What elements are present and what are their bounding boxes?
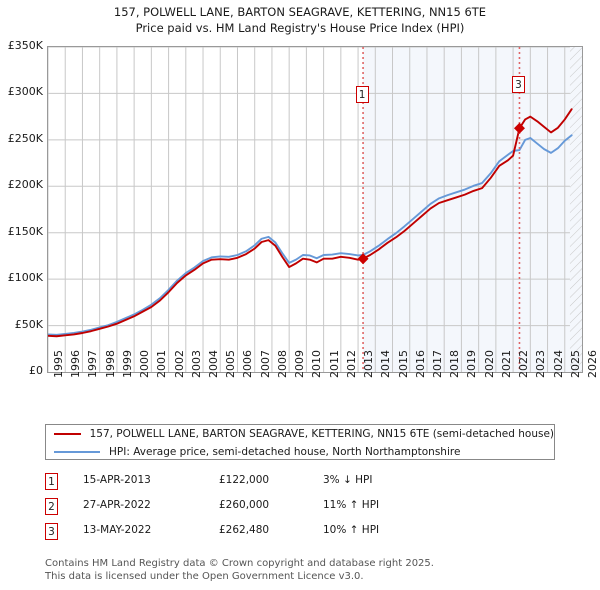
y-tick-label-5: £250K <box>7 131 43 145</box>
x-tick-label-6: 2001 <box>155 350 169 378</box>
sale-date: 15-APR-2013 <box>83 474 151 486</box>
chart-legend: 157, POLWELL LANE, BARTON SEAGRAVE, KETT… <box>45 424 555 460</box>
y-tick-label-3: £150K <box>7 224 43 238</box>
x-tick-label-19: 2014 <box>379 350 393 378</box>
y-tick-label-0: £0 <box>29 364 43 377</box>
x-tick-label-15: 2010 <box>310 350 324 378</box>
footer-line-1: Contains HM Land Registry data © Crown c… <box>45 558 434 569</box>
x-tick-label-16: 2011 <box>327 350 341 378</box>
legend-swatch-0-icon <box>54 433 81 435</box>
sale-date: 13-MAY-2022 <box>83 524 152 536</box>
x-tick-label-20: 2015 <box>396 350 410 378</box>
sale-price: £262,480 <box>219 524 270 536</box>
attribution-footer: Contains HM Land Registry data © Crown c… <box>45 558 585 583</box>
plot-canvas <box>47 46 583 373</box>
x-tick-label-8: 2003 <box>189 350 203 378</box>
x-tick-label-22: 2017 <box>430 350 444 378</box>
x-tick-label-18: 2013 <box>362 350 376 378</box>
sale-hpi-delta: 10% ↑ HPI <box>323 524 380 536</box>
sale-price: £260,000 <box>219 499 270 511</box>
sale-index-badge: 2 <box>45 498 58 515</box>
sale-index-badge: 1 <box>45 473 58 490</box>
x-tick-label-2: 1997 <box>86 350 100 378</box>
x-tick-label-27: 2022 <box>517 350 531 378</box>
footer-line-2: This data is licensed under the Open Gov… <box>45 570 364 582</box>
y-tick-label-7: £350K <box>7 39 43 52</box>
event-marker-badge-1[interactable]: 1 <box>355 86 369 103</box>
chart-title: 157, POLWELL LANE, BARTON SEAGRAVE, KETT… <box>0 4 600 36</box>
chart-title-line-2: Price paid vs. HM Land Registry's House … <box>135 21 465 35</box>
legend-item-0: 157, POLWELL LANE, BARTON SEAGRAVE, KETT… <box>46 425 554 443</box>
legend-item-1: HPI: Average price, semi-detached house,… <box>46 443 554 461</box>
y-tick-label-4: £200K <box>7 178 43 192</box>
table-row[interactable]: 1 15-APR-2013 £122,000 3% ↓ HPI <box>45 472 565 497</box>
chart-svg <box>48 47 582 372</box>
x-tick-label-9: 2004 <box>207 350 221 378</box>
x-tick-label-0: 1995 <box>52 350 65 378</box>
x-tick-label-25: 2020 <box>482 350 496 378</box>
x-tick-label-21: 2016 <box>413 350 427 378</box>
legend-label-0: 157, POLWELL LANE, BARTON SEAGRAVE, KETT… <box>89 428 554 440</box>
x-tick-label-11: 2006 <box>241 350 255 378</box>
x-tick-label-1: 1996 <box>69 350 83 378</box>
sale-price: £122,000 <box>219 474 270 486</box>
x-tick-label-28: 2023 <box>534 350 548 378</box>
x-tick-label-3: 1998 <box>103 350 117 378</box>
legend-swatch-1-icon <box>54 451 100 453</box>
x-tick-label-12: 2007 <box>258 350 272 378</box>
sales-history-table: 1 15-APR-2013 £122,000 3% ↓ HPI 2 27-APR-2022… <box>45 472 565 547</box>
x-tick-label-4: 1999 <box>120 350 134 378</box>
sale-date: 27-APR-2022 <box>83 499 151 511</box>
sale-index-badge: 3 <box>45 523 58 540</box>
chart-plot-area: £0 £50K £100K £150K £200K £250K £300K £350K 199… <box>0 39 600 380</box>
x-tick-label-24: 2019 <box>465 350 479 378</box>
sale-hpi-delta: 3% ↓ HPI <box>323 474 373 486</box>
x-tick-label-29: 2024 <box>551 350 565 378</box>
y-tick-label-2: £100K <box>7 271 43 285</box>
x-tick-label-7: 2002 <box>172 350 186 378</box>
table-row[interactable]: 3 13-MAY-2022 £262,480 10% ↑ HPI <box>45 522 565 547</box>
y-tick-label-6: £300K <box>7 85 43 99</box>
x-tick-label-26: 2021 <box>499 350 513 378</box>
sale-hpi-delta: 11% ↑ HPI <box>323 499 380 511</box>
x-tick-label-14: 2009 <box>293 350 307 378</box>
chart-title-line-1: 157, POLWELL LANE, BARTON SEAGRAVE, KETT… <box>113 5 487 19</box>
x-tick-label-17: 2012 <box>344 350 358 378</box>
event-marker-badge-3[interactable]: 3 <box>511 76 525 93</box>
x-tick-label-5: 2000 <box>138 350 152 378</box>
legend-label-1: HPI: Average price, semi-detached house,… <box>109 446 461 458</box>
x-tick-label-10: 2005 <box>224 350 238 378</box>
x-tick-label-13: 2008 <box>275 350 289 378</box>
x-tick-label-23: 2018 <box>448 350 462 378</box>
table-row[interactable]: 2 27-APR-2022 £260,000 11% ↑ HPI <box>45 497 565 522</box>
x-tick-label-30: 2025 <box>568 350 582 378</box>
x-tick-label-31: 2026 <box>586 350 599 378</box>
y-tick-label-1: £50K <box>14 317 43 331</box>
